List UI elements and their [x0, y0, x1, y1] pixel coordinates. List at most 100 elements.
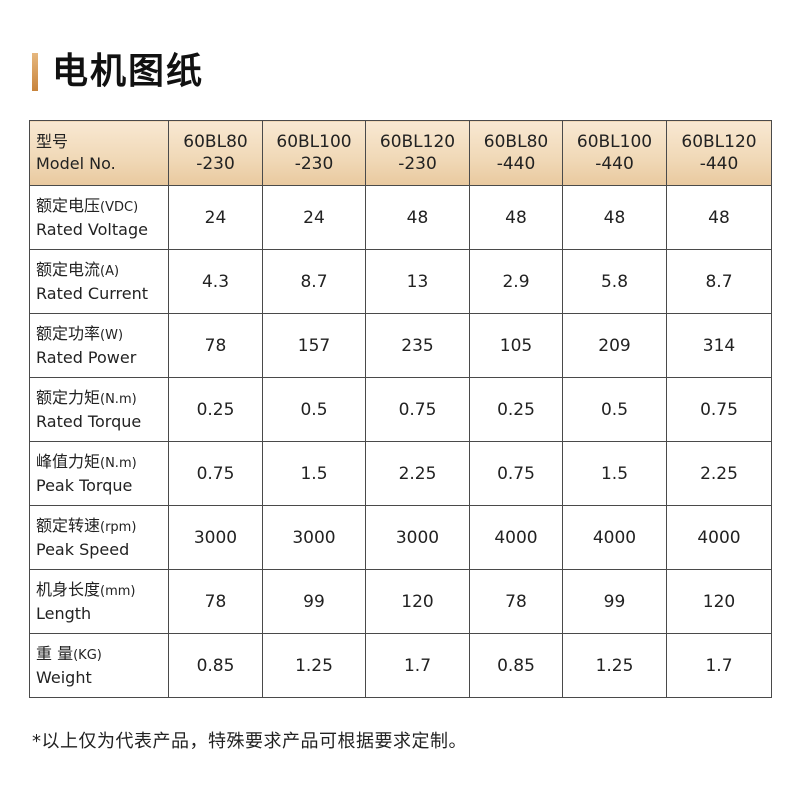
table-cell: 0.5	[562, 377, 667, 442]
row-label-cn: 额定力矩	[36, 387, 101, 407]
table-cell: 5.8	[562, 249, 667, 314]
row-label-en: Peak Speed	[36, 539, 130, 559]
table-header-row: 型号 Model No. 60BL80 -230 60BL100 -230 60BL…	[29, 120, 772, 186]
row-label-unit: (KG)	[73, 647, 102, 663]
table-cell: 4000	[666, 505, 772, 570]
table-cell: 2.25	[365, 441, 470, 506]
table-cell: 120	[666, 569, 772, 634]
model-line1: 60BL80	[183, 132, 248, 152]
table-cell: 0.75	[666, 377, 772, 442]
table-cell: 4000	[469, 505, 563, 570]
row-label: 额定力矩(N.m) Rated Torque	[29, 377, 169, 442]
table-cell: 2.9	[469, 249, 563, 314]
table-cell: 1.25	[562, 633, 667, 698]
table-cell: 0.75	[365, 377, 470, 442]
row-label-cn: 峰值力矩	[36, 451, 101, 471]
header-model-3: 60BL120 -230	[365, 120, 470, 186]
model-line2: -230	[196, 154, 235, 174]
table-cell: 99	[562, 569, 667, 634]
page-title-block: 电机图纸	[32, 50, 204, 94]
row-label-unit: (N.m)	[100, 455, 137, 471]
table-cell: 24	[262, 185, 366, 250]
table-cell: 78	[168, 313, 263, 378]
table-cell: 0.85	[168, 633, 263, 698]
table-cell: 1.5	[262, 441, 366, 506]
header-model-5: 60BL100 -440	[562, 120, 667, 186]
row-label-unit: (A)	[100, 263, 120, 279]
table-cell: 314	[666, 313, 772, 378]
table-cell: 48	[365, 185, 470, 250]
row-label-en: Rated Power	[36, 347, 137, 367]
table-cell: 1.7	[666, 633, 772, 698]
table-row: 额定电流(A) Rated Current 4.3 8.7 13 2.9 5.8 8.7	[29, 249, 772, 314]
table-row: 重 量(KG) Weight 0.85 1.25 1.7 0.85 1.25 1.7	[29, 633, 772, 698]
table-cell: 1.25	[262, 633, 366, 698]
row-label: 重 量(KG) Weight	[29, 633, 169, 698]
row-label: 额定电压(VDC) Rated Voltage	[29, 185, 169, 250]
row-label-cn: 额定功率	[36, 323, 101, 343]
title-accent-bar	[32, 53, 38, 91]
table-cell: 78	[168, 569, 263, 634]
model-line2: -230	[294, 154, 334, 174]
table-cell: 235	[365, 313, 470, 378]
row-label: 机身长度(mm) Length	[29, 569, 169, 634]
row-label: 峰值力矩(N.m) Peak Torque	[29, 441, 169, 506]
row-label-en: Peak Torque	[36, 475, 133, 495]
header-model-6: 60BL120 -440	[666, 120, 772, 186]
table-cell: 48	[666, 185, 772, 250]
header-label-cn: 型号	[36, 132, 69, 151]
table-cell: 209	[562, 313, 667, 378]
model-line2: -440	[699, 154, 739, 174]
table-row: 机身长度(mm) Length 78 99 120 78 99 120	[29, 569, 772, 634]
table-cell: 99	[262, 569, 366, 634]
model-line2: -440	[496, 154, 536, 174]
row-label-en: Rated Torque	[36, 411, 142, 431]
model-line1: 60BL120	[379, 132, 456, 152]
table-row: 额定电压(VDC) Rated Voltage 24 24 48 48 48 48	[29, 185, 772, 250]
header-model-4: 60BL80 -440	[469, 120, 563, 186]
table-cell: 2.25	[666, 441, 772, 506]
motor-spec-table: 型号 Model No. 60BL80 -230 60BL100 -230 60BL…	[29, 120, 772, 698]
table-cell: 3000	[262, 505, 366, 570]
table-cell: 8.7	[262, 249, 366, 314]
model-line1: 60BL100	[276, 132, 352, 152]
table-cell: 0.75	[168, 441, 263, 506]
table-cell: 1.7	[365, 633, 470, 698]
row-label-unit: (mm)	[100, 583, 136, 599]
table-cell: 48	[562, 185, 667, 250]
row-label-en: Weight	[36, 667, 92, 687]
model-line1: 60BL100	[576, 132, 653, 152]
row-label-en: Rated Voltage	[36, 219, 148, 239]
row-label-unit: (rpm)	[100, 519, 137, 535]
model-line1: 60BL120	[681, 132, 757, 152]
table-cell: 105	[469, 313, 563, 378]
footnote: *以上仅为代表产品，特殊要求产品可根据要求定制。	[32, 731, 467, 752]
model-line2: -440	[595, 154, 634, 174]
row-label-unit: (VDC)	[100, 199, 139, 215]
row-label-cn: 额定转速	[36, 515, 101, 535]
table-cell: 0.75	[469, 441, 563, 506]
model-line2: -230	[398, 154, 437, 174]
table-cell: 0.25	[168, 377, 263, 442]
header-model-label: 型号 Model No.	[29, 120, 169, 186]
header-label-en: Model No.	[36, 154, 116, 173]
row-label: 额定功率(W) Rated Power	[29, 313, 169, 378]
table-cell: 8.7	[666, 249, 772, 314]
row-label-en: Rated Current	[36, 283, 149, 303]
table-cell: 0.5	[262, 377, 366, 442]
table-row: 峰值力矩(N.m) Peak Torque 0.75 1.5 2.25 0.75 1.5 2.…	[29, 441, 772, 506]
row-label: 额定转速(rpm) Peak Speed	[29, 505, 169, 570]
model-line1: 60BL80	[483, 132, 549, 152]
table-cell: 120	[365, 569, 470, 634]
table-cell: 0.85	[469, 633, 563, 698]
table-cell: 0.25	[469, 377, 563, 442]
header-model-2: 60BL100 -230	[262, 120, 366, 186]
row-label-cn: 机身长度	[36, 579, 101, 599]
row-label-en: Length	[36, 603, 92, 623]
table-row: 额定转速(rpm) Peak Speed 3000 3000 3000 4000 4000 4…	[29, 505, 772, 570]
table-cell: 3000	[168, 505, 263, 570]
row-label-cn: 额定电流	[36, 259, 101, 279]
row-label-unit: (N.m)	[100, 391, 137, 407]
table-cell: 48	[469, 185, 563, 250]
table-cell: 1.5	[562, 441, 667, 506]
